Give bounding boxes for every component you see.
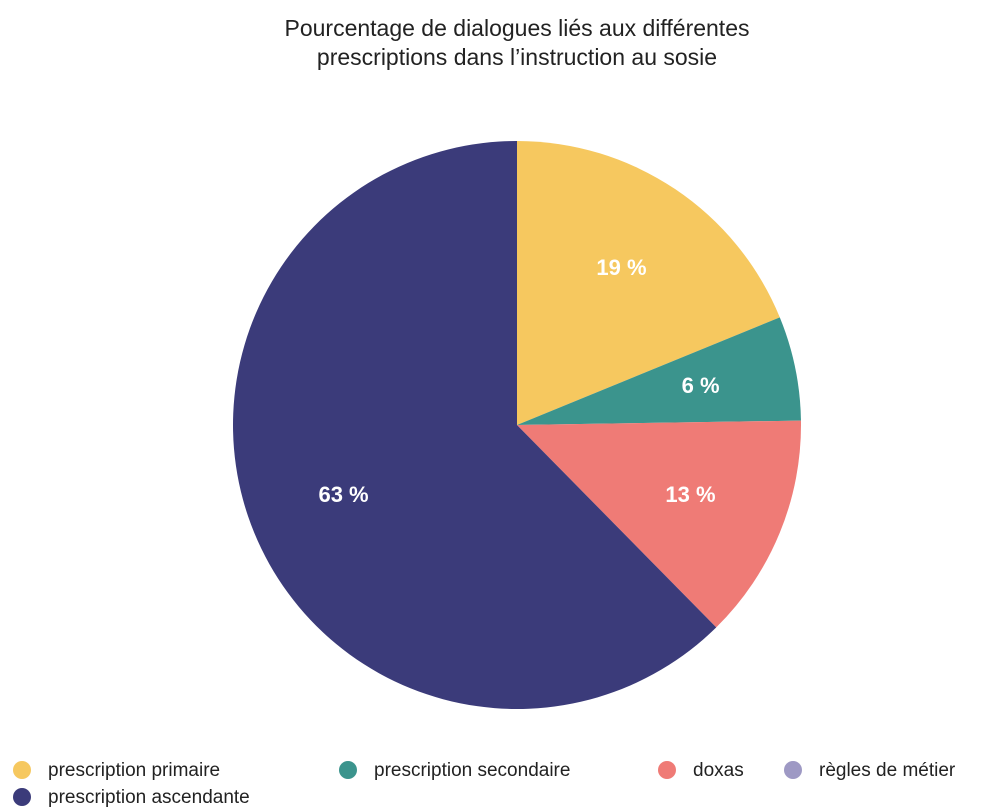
legend-swatch [339,761,357,779]
legend-swatch [13,788,31,806]
data-label: 13 % [665,482,715,507]
legend-swatch [13,761,31,779]
legend-swatch [784,761,802,779]
pie-slice [517,141,780,425]
data-label: 6 % [682,373,720,398]
legend-label: doxas [693,760,744,781]
chart-title: Pourcentage de dialogues liés aux différ… [284,15,750,70]
pie-slice [517,317,801,425]
legend-label: prescription secondaire [374,760,570,781]
pie-slice [517,420,801,628]
legend-label: règles de métier [819,760,956,781]
legend-label: prescription ascendante [48,787,250,808]
data-label: 63 % [318,482,368,507]
legend-label: prescription primaire [48,760,220,781]
data-label: 19 % [596,255,646,280]
legend-swatch [658,761,676,779]
pie-slice [233,141,717,709]
